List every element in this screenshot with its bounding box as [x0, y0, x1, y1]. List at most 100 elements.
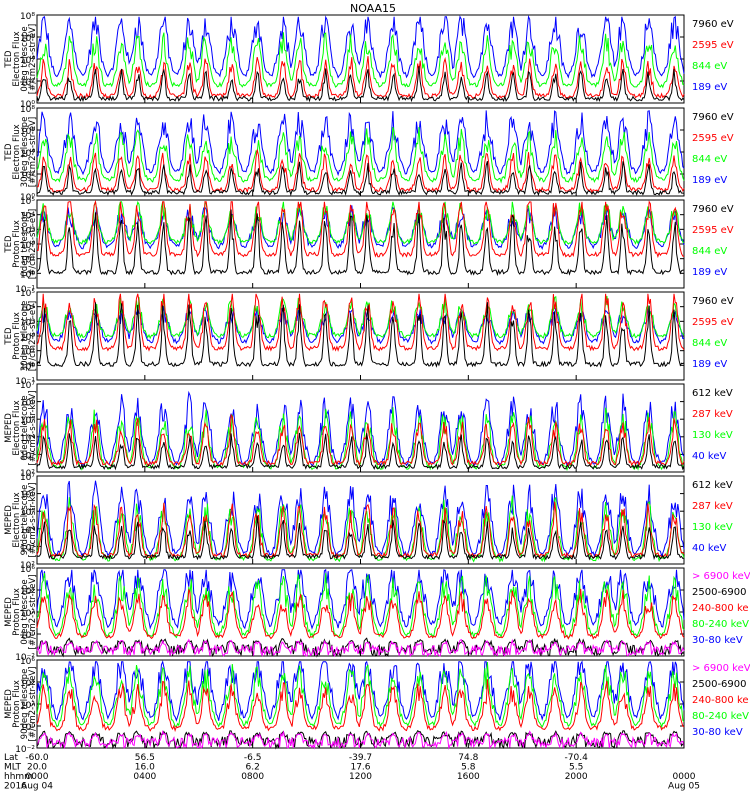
y-tick-label: 10⁷	[20, 473, 35, 483]
x-tick-label: 20.0	[27, 763, 47, 773]
y-axis-label: 0deg telescope	[20, 395, 30, 460]
y-axis-label: 0deg telescope	[20, 579, 30, 644]
y-tick-label: 10⁶	[20, 399, 35, 409]
x-row-label: hhmm	[4, 772, 33, 782]
series-line-green	[36, 661, 685, 729]
y-axis-label: TED	[4, 50, 14, 69]
legend-entry: > 6900 keV	[692, 663, 750, 674]
series-line-red	[36, 588, 685, 640]
y-tick-label: 10⁶	[20, 565, 35, 575]
x-tick-label: Aug 05	[668, 782, 700, 792]
y-axis-label: MEPED	[4, 505, 14, 535]
y-tick-label: 10⁻²	[15, 745, 35, 755]
x-tick-label: 74.8	[458, 753, 478, 763]
y-tick-label: 10⁴	[20, 212, 35, 222]
legend-entry: 30-80 keV	[692, 727, 743, 738]
y-axis-label: TED	[4, 143, 14, 162]
legend-entry: 844 eV	[692, 154, 727, 165]
x-tick-label: 2000	[565, 772, 588, 782]
y-tick-label: 10⁵	[20, 197, 35, 207]
legend-entry: 30-80 keV	[692, 635, 743, 646]
x-tick-label: 1600	[457, 772, 480, 782]
legend-entry: 2595 eV	[692, 40, 734, 51]
y-tick-label: 10⁶	[20, 491, 35, 501]
y-axis-label: 90deg telescope	[20, 669, 30, 740]
y-tick-label: 10⁰	[20, 631, 35, 641]
x-row-label: MLT	[4, 763, 22, 773]
y-tick-label: 10⁰	[20, 193, 35, 203]
series-line-red	[36, 56, 685, 100]
y-axis-label: [#/cm2-s-str-keV]	[28, 483, 38, 558]
legend-entry: 7960 eV	[692, 296, 734, 307]
series-line-blue	[36, 390, 685, 467]
y-axis-label: [#/cm2-s-str-eV]	[28, 24, 38, 94]
y-tick-label: 10²	[20, 561, 35, 571]
x-tick-label: 0000	[26, 772, 49, 782]
series-line-green	[36, 126, 685, 184]
y-axis-label: 30deg telescope	[20, 301, 30, 372]
series-line-green	[36, 296, 685, 340]
legend-entry: 2595 eV	[692, 225, 734, 236]
x-tick-label: -39.7	[349, 753, 372, 763]
series-line-blue	[36, 660, 685, 722]
series-line-green	[36, 573, 685, 640]
legend-entry: 130 keV	[692, 522, 733, 533]
series-line-black	[36, 209, 684, 277]
y-tick-label: 10⁶	[20, 127, 35, 137]
y-axis-label: MEPED	[4, 597, 14, 627]
y-axis-label: MEPED	[4, 689, 14, 719]
y-tick-label: 10⁶	[20, 34, 35, 44]
y-tick-label: 10⁻²	[15, 653, 35, 663]
series-line-black	[36, 515, 685, 561]
x-tick-label: 5.8	[461, 763, 476, 773]
y-axis-label: TED	[4, 327, 14, 346]
y-axis-label: Proton Flux	[12, 588, 22, 636]
series-line-red	[36, 199, 685, 259]
y-tick-label: 10³	[20, 451, 35, 461]
legend-entry: 287 keV	[692, 409, 733, 420]
x-tick-label: 1200	[349, 772, 372, 782]
legend-entry: 189 eV	[692, 82, 727, 93]
y-tick-label: 10¹	[20, 256, 35, 266]
y-axis-label: Proton Flux	[12, 312, 22, 360]
y-axis-label: 0deg telescope	[20, 211, 30, 276]
legend-entry: > 6900 keV	[692, 571, 750, 582]
y-axis-label: [#/cm2-s-str-keV]	[28, 575, 38, 650]
x-tick-label: 0800	[241, 772, 264, 782]
legend-entry: 189 eV	[692, 267, 727, 278]
y-tick-label: 10³	[20, 543, 35, 553]
y-tick-label: 10⁻¹	[15, 377, 35, 387]
y-tick-label: 10²	[20, 701, 35, 711]
legend-entry: 40 keV	[692, 451, 726, 462]
legend-entry: 7960 eV	[692, 112, 734, 123]
x-tick-label: -70.4	[565, 753, 589, 763]
legend-entry: 2595 eV	[692, 317, 734, 328]
y-axis-label: [#/cm2-s-str-keV]	[28, 667, 38, 742]
y-axis-label: 90deg telescope	[20, 485, 30, 556]
y-tick-label: 10²	[20, 333, 35, 343]
legend-entry: 80-240 keV	[692, 619, 749, 630]
series-line-red	[36, 679, 685, 733]
y-tick-label: 10⁴	[20, 56, 35, 66]
y-tick-label: 10⁵	[20, 508, 35, 518]
x-tick-label: 17.6	[350, 763, 370, 773]
legend-entry: 130 keV	[692, 430, 733, 441]
series-line-blue	[36, 110, 685, 177]
legend-entry: 844 eV	[692, 246, 727, 257]
legend-entry: 2500-6900	[692, 679, 747, 690]
y-tick-label: 10³	[20, 318, 35, 328]
y-axis-label: Electron Flux	[12, 31, 22, 86]
series-line-black	[36, 302, 685, 368]
y-tick-label: 10⁴	[20, 679, 35, 689]
series-line-red	[36, 501, 685, 559]
y-tick-label: 10⁰	[20, 270, 35, 280]
x-tick-label: 56.5	[135, 753, 155, 763]
legend-entry: 2500-6900	[692, 587, 747, 598]
series-line-red	[36, 413, 685, 467]
